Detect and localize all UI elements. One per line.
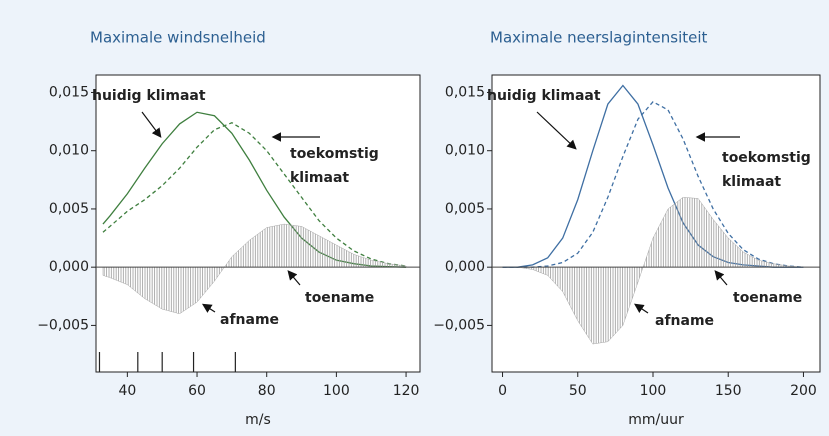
annotation: toename bbox=[733, 290, 802, 306]
arrow bbox=[634, 303, 649, 314]
arrow bbox=[536, 111, 577, 150]
x-tick-label: 0 bbox=[498, 383, 507, 399]
chart-title: Maximale windsnelheid bbox=[90, 29, 266, 47]
arrow bbox=[141, 111, 162, 138]
annotation: toename bbox=[305, 290, 374, 306]
y-tick-label: 0,005 bbox=[445, 201, 485, 217]
x-axis-label: mm/uur bbox=[628, 412, 684, 428]
x-tick-label: 100 bbox=[323, 383, 350, 399]
y-tick-label: 0,000 bbox=[49, 259, 89, 275]
plot-area bbox=[95, 74, 421, 373]
annotation: toekomstig bbox=[722, 150, 811, 166]
y-tick-label: 0,000 bbox=[445, 259, 485, 275]
future-line bbox=[102, 122, 407, 267]
arrow bbox=[287, 270, 301, 286]
annotation: klimaat bbox=[290, 170, 349, 186]
annotation: klimaat bbox=[722, 174, 781, 190]
y-tick-label: 0,010 bbox=[445, 143, 485, 159]
plot-area bbox=[491, 74, 821, 373]
x-tick-label: 40 bbox=[118, 383, 136, 399]
difference-area bbox=[502, 197, 804, 345]
arrow bbox=[201, 303, 216, 313]
annotation: toekomstig bbox=[290, 146, 379, 162]
y-tick-label: 0,015 bbox=[49, 84, 89, 100]
annotation: afname bbox=[220, 312, 279, 328]
x-axis-label: m/s bbox=[245, 412, 271, 428]
x-tick-label: 200 bbox=[790, 383, 817, 399]
x-tick-label: 60 bbox=[188, 383, 206, 399]
future-line bbox=[502, 100, 804, 268]
annotation: huidig klimaat bbox=[487, 88, 601, 104]
arrow bbox=[714, 270, 728, 286]
x-tick-label: 150 bbox=[715, 383, 742, 399]
y-tick-label: 0,005 bbox=[49, 201, 89, 217]
x-tick-label: 50 bbox=[569, 383, 587, 399]
chart-title: Maximale neerslagintensiteit bbox=[490, 29, 708, 47]
y-tick-label: −0,005 bbox=[37, 317, 89, 333]
annotation: huidig klimaat bbox=[92, 88, 206, 104]
x-tick-label: 80 bbox=[258, 383, 276, 399]
y-tick-label: 0,015 bbox=[445, 84, 485, 100]
x-tick-label: 120 bbox=[393, 383, 420, 399]
annotation: afname bbox=[655, 313, 714, 329]
y-tick-label: 0,010 bbox=[49, 143, 89, 159]
x-tick-label: 100 bbox=[640, 383, 667, 399]
y-tick-label: −0,005 bbox=[433, 317, 485, 333]
difference-area bbox=[102, 223, 407, 315]
